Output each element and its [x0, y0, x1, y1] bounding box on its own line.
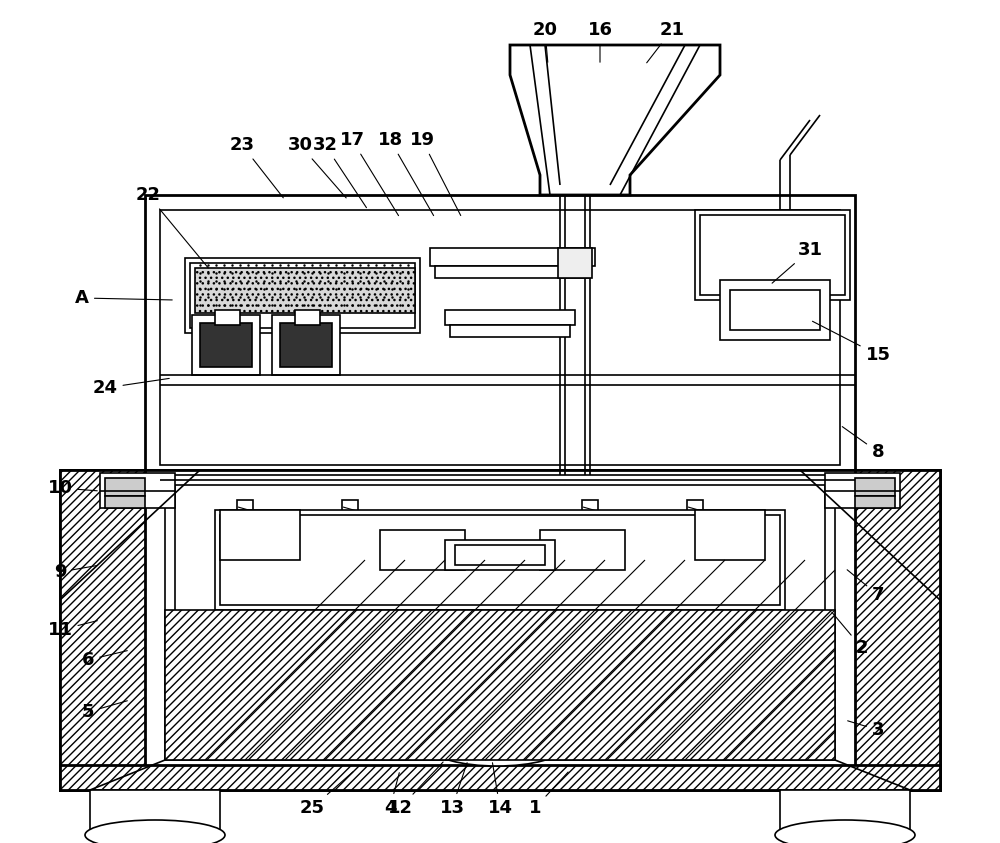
Bar	[440, 628, 554, 708]
Ellipse shape	[85, 820, 225, 843]
Text: 23: 23	[230, 136, 283, 198]
Text: 9: 9	[54, 563, 97, 581]
Bar	[855, 496, 895, 508]
Bar	[100, 473, 175, 508]
Bar	[700, 215, 845, 295]
Text: 24: 24	[92, 379, 169, 397]
Bar	[430, 620, 565, 730]
Text: 18: 18	[377, 131, 434, 216]
Text: 25: 25	[300, 772, 353, 817]
Bar	[60, 470, 940, 790]
Bar	[380, 530, 465, 570]
Bar	[558, 248, 592, 278]
Bar	[105, 478, 145, 496]
Text: 11: 11	[48, 620, 97, 639]
Bar	[145, 195, 855, 470]
Polygon shape	[780, 790, 910, 840]
Bar	[220, 515, 780, 605]
Bar	[175, 485, 825, 750]
Polygon shape	[165, 610, 835, 760]
Bar	[60, 765, 940, 790]
Text: 7: 7	[847, 570, 884, 604]
Bar	[825, 473, 900, 508]
Bar	[420, 610, 575, 740]
Bar	[195, 268, 415, 313]
Bar	[192, 315, 260, 375]
Bar	[342, 500, 358, 570]
Text: 15: 15	[812, 321, 891, 364]
Bar	[435, 266, 590, 278]
Text: 19: 19	[410, 131, 461, 216]
Text: 14: 14	[488, 763, 512, 817]
Bar	[445, 633, 549, 703]
Text: 3: 3	[848, 721, 884, 739]
Ellipse shape	[775, 820, 915, 843]
Bar	[237, 500, 253, 570]
Bar	[295, 310, 320, 325]
Bar	[430, 248, 595, 266]
Bar	[190, 263, 415, 328]
Polygon shape	[510, 45, 720, 195]
Bar	[425, 615, 570, 735]
Bar	[455, 545, 545, 565]
Bar	[540, 530, 625, 570]
Bar	[445, 310, 575, 325]
Bar	[450, 325, 570, 337]
Polygon shape	[855, 470, 940, 790]
Text: 30: 30	[288, 136, 346, 198]
Text: 21: 21	[647, 21, 684, 62]
Text: 22: 22	[136, 186, 208, 268]
Text: 16: 16	[588, 21, 612, 62]
Bar	[855, 478, 895, 496]
Text: 1: 1	[529, 772, 568, 817]
Bar	[730, 290, 820, 330]
Text: 31: 31	[772, 241, 822, 283]
Bar	[695, 210, 850, 300]
Text: 20: 20	[532, 21, 558, 62]
Bar	[185, 258, 420, 333]
Text: 2: 2	[832, 612, 868, 657]
Text: A: A	[75, 289, 172, 307]
Bar	[720, 280, 830, 340]
Bar	[272, 315, 340, 375]
Bar	[200, 323, 252, 367]
Bar	[215, 510, 785, 610]
Bar	[695, 510, 765, 560]
Text: 13: 13	[440, 763, 467, 817]
Polygon shape	[90, 790, 220, 840]
Bar	[215, 310, 240, 325]
Ellipse shape	[432, 730, 562, 766]
Bar	[105, 496, 145, 508]
Text: 5: 5	[82, 701, 127, 721]
Bar	[687, 500, 703, 570]
Bar	[165, 475, 835, 760]
Bar	[280, 323, 332, 367]
Text: 12: 12	[388, 762, 443, 817]
Bar	[445, 540, 555, 570]
Text: 17: 17	[340, 131, 399, 216]
Text: 8: 8	[842, 427, 884, 461]
Polygon shape	[60, 470, 145, 790]
Text: 10: 10	[48, 479, 97, 497]
Bar	[582, 500, 598, 570]
Text: 4: 4	[384, 773, 399, 817]
Bar	[220, 510, 300, 560]
Text: 32: 32	[312, 136, 366, 207]
Bar	[160, 210, 840, 465]
Text: 6: 6	[82, 651, 127, 669]
